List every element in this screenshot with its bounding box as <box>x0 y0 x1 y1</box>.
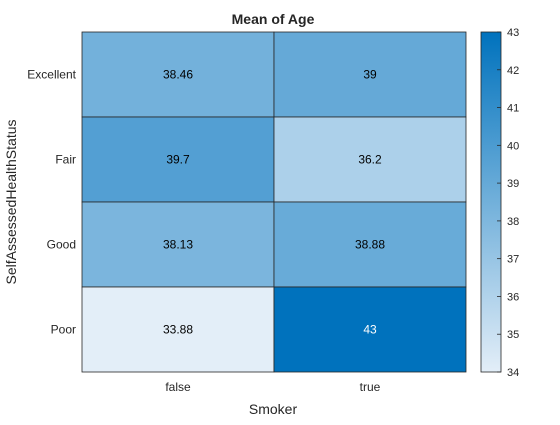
cell-value-label: 38.13 <box>163 238 193 252</box>
x-axis-label: Smoker <box>249 401 298 417</box>
y-tick-label: Good <box>47 238 76 252</box>
colorbar-tick-label: 39 <box>507 178 519 190</box>
colorbar-tick-label: 37 <box>507 254 519 266</box>
heatmap-cell <box>81 286 275 373</box>
cell-value-label: 39 <box>363 68 377 82</box>
cell-value-label: 39.7 <box>166 153 190 167</box>
heatmap-cell <box>81 31 275 118</box>
heatmap-cell <box>81 201 275 288</box>
y-tick-labels: Excellent Fair Good Poor <box>27 68 76 337</box>
heatmap-cell <box>273 31 467 118</box>
colorbar-tick-label: 41 <box>507 103 519 115</box>
x-tick-labels: false true <box>165 380 380 394</box>
heatmap-cell <box>273 286 467 373</box>
y-tick-label: Excellent <box>27 68 76 82</box>
heatmap-cell <box>273 201 467 288</box>
y-tick-label: Fair <box>55 153 76 167</box>
y-axis-label: SelfAssessedHealthStatus <box>3 120 19 285</box>
colorbar-tick-label: 34 <box>507 367 519 379</box>
heatmap-cell <box>273 116 467 203</box>
cell-value-label: 36.2 <box>358 153 382 167</box>
colorbar-tick-label: 42 <box>507 65 519 77</box>
x-tick-label: false <box>165 380 191 394</box>
heatmap-cells: 38.46 39 39.7 36.2 38.13 38.88 33.88 43 <box>81 31 467 373</box>
cell-value-label: 43 <box>363 323 377 337</box>
colorbar-tick-label: 43 <box>507 27 519 39</box>
y-tick-label: Poor <box>51 323 76 337</box>
colorbar-tick-label: 38 <box>507 216 519 228</box>
cell-value-label: 38.88 <box>355 238 385 252</box>
cell-value-label: 38.46 <box>163 68 193 82</box>
colorbar: 34 35 36 37 38 39 40 41 42 43 <box>480 27 519 379</box>
colorbar-tick-label: 36 <box>507 291 519 303</box>
chart-title: Mean of Age <box>232 11 315 27</box>
colorbar-tick-label: 40 <box>507 140 519 152</box>
colorbar-tick-label: 35 <box>507 329 519 341</box>
cell-value-label: 33.88 <box>163 323 193 337</box>
heatmap-cell <box>81 116 275 203</box>
x-tick-label: true <box>360 380 381 394</box>
colorbar-gradient <box>480 31 502 373</box>
